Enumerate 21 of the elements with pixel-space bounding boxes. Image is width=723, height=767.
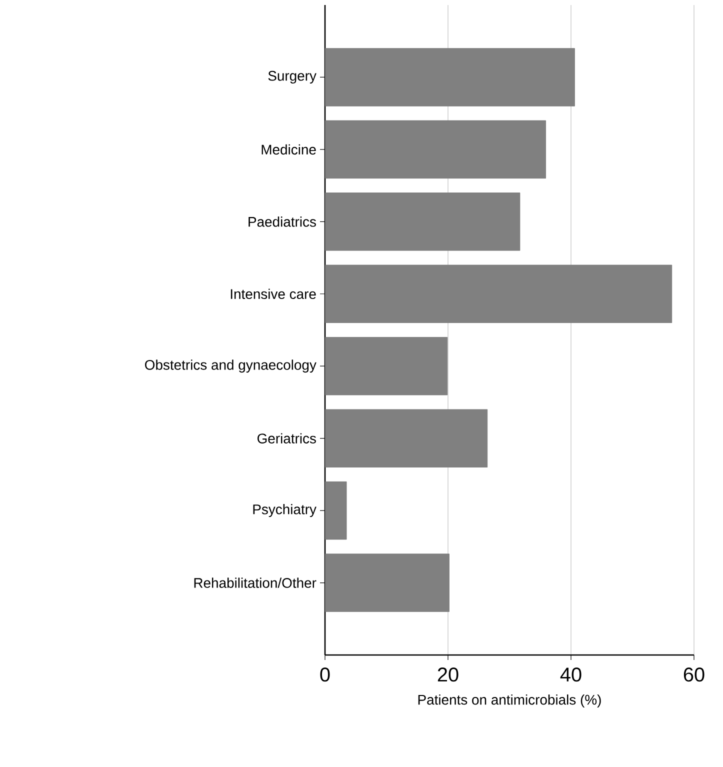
bar xyxy=(325,264,672,323)
x-tick-label: 0 xyxy=(320,668,330,682)
y-tick-label: Intensive care xyxy=(230,288,316,300)
y-tick-label: Surgery xyxy=(268,70,316,84)
y-tick-label: Obstetrics and gynaecology xyxy=(145,360,316,373)
x-tick-label: 20 xyxy=(438,668,458,682)
y-tick-label: Medicine xyxy=(262,144,316,155)
y-tick-label: Geriatrics xyxy=(258,433,316,444)
bar xyxy=(325,481,347,540)
bar xyxy=(325,192,520,251)
y-tick-label: Paediatrics xyxy=(248,216,316,227)
x-tick-label: 40 xyxy=(560,668,582,682)
bar xyxy=(325,337,448,396)
y-tick-label: Psychiatry xyxy=(253,504,316,518)
y-tick-label: Rehabilitation/Other xyxy=(194,578,316,588)
bar xyxy=(325,409,488,468)
bar xyxy=(325,48,575,106)
x-tick-label: 60 xyxy=(684,668,704,682)
bar xyxy=(325,554,450,612)
x-axis-title: Patients on antimicrobials (%) xyxy=(418,694,601,708)
bar xyxy=(325,120,546,179)
